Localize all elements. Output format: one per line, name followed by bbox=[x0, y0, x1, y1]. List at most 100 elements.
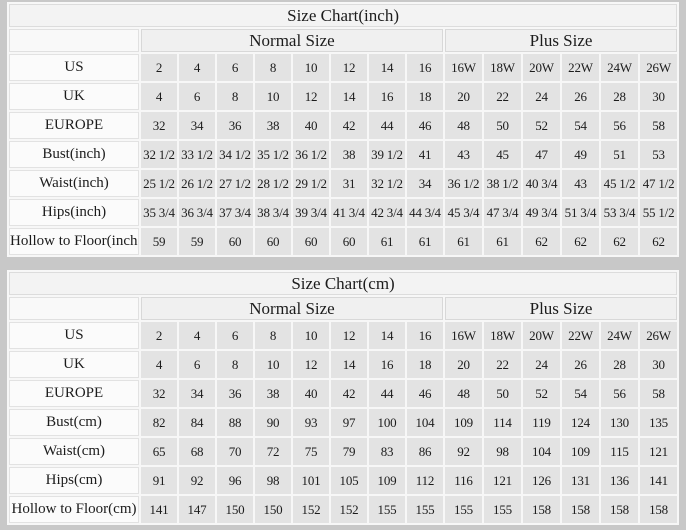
value-cell: 96 bbox=[217, 467, 253, 494]
table-title: Size Chart(cm) bbox=[9, 272, 678, 295]
value-cell: 155 bbox=[445, 496, 482, 523]
value-cell: 59 bbox=[179, 228, 215, 255]
value-cell: 155 bbox=[407, 496, 443, 523]
value-cell: 53 bbox=[640, 141, 678, 168]
row-label: EUROPE bbox=[9, 112, 139, 139]
value-cell: 100 bbox=[369, 409, 405, 436]
value-cell: 121 bbox=[640, 438, 678, 465]
value-cell: 60 bbox=[331, 228, 367, 255]
value-cell: 121 bbox=[484, 467, 521, 494]
table-row: Bust(cm) 82 84 88 90 93 97 100 104 109 114 119 124 13… bbox=[9, 409, 678, 436]
table-row: Bust(inch) 32 1/2 33 1/2 34 1/2 35 1/2 36 1/2… bbox=[9, 141, 678, 168]
value-cell: 150 bbox=[255, 496, 291, 523]
value-cell: 91 bbox=[141, 467, 177, 494]
value-cell: 26W bbox=[640, 322, 678, 349]
value-cell: 10 bbox=[293, 54, 329, 81]
corner-cell bbox=[9, 297, 139, 320]
row-label: EUROPE bbox=[9, 380, 139, 407]
value-cell: 101 bbox=[293, 467, 329, 494]
value-cell: 51 3/4 bbox=[562, 199, 599, 226]
group-header-normal-size: Normal Size bbox=[141, 297, 443, 320]
value-cell: 37 3/4 bbox=[217, 199, 253, 226]
value-cell: 39 3/4 bbox=[293, 199, 329, 226]
table-row: Hips(cm) 91 92 96 98 101 105 109 112 116 121 126 131… bbox=[9, 467, 678, 494]
value-cell: 33 1/2 bbox=[179, 141, 215, 168]
value-cell: 10 bbox=[255, 351, 291, 378]
value-cell: 52 bbox=[523, 112, 560, 139]
value-cell: 82 bbox=[141, 409, 177, 436]
value-cell: 24W bbox=[601, 322, 638, 349]
value-cell: 59 bbox=[141, 228, 177, 255]
value-cell: 135 bbox=[640, 409, 678, 436]
title-row: Size Chart(cm) bbox=[9, 272, 678, 295]
value-cell: 47 1/2 bbox=[640, 170, 678, 197]
value-cell: 16 bbox=[407, 54, 443, 81]
value-cell: 61 bbox=[407, 228, 443, 255]
value-cell: 36 bbox=[217, 380, 253, 407]
value-cell: 20 bbox=[445, 83, 482, 110]
value-cell: 61 bbox=[445, 228, 482, 255]
value-cell: 26 1/2 bbox=[179, 170, 215, 197]
value-cell: 42 3/4 bbox=[369, 199, 405, 226]
value-cell: 158 bbox=[562, 496, 599, 523]
row-label: US bbox=[9, 54, 139, 81]
value-cell: 8 bbox=[217, 351, 253, 378]
value-cell: 47 bbox=[523, 141, 560, 168]
value-cell: 22W bbox=[562, 322, 599, 349]
value-cell: 35 3/4 bbox=[141, 199, 177, 226]
value-cell: 42 bbox=[331, 112, 367, 139]
value-cell: 4 bbox=[179, 322, 215, 349]
value-cell: 14 bbox=[331, 83, 367, 110]
group-header-plus-size: Plus Size bbox=[445, 29, 678, 52]
value-cell: 36 3/4 bbox=[179, 199, 215, 226]
value-cell: 12 bbox=[293, 83, 329, 110]
value-cell: 44 bbox=[369, 112, 405, 139]
value-cell: 141 bbox=[640, 467, 678, 494]
value-cell: 49 3/4 bbox=[523, 199, 560, 226]
value-cell: 41 bbox=[407, 141, 443, 168]
value-cell: 35 1/2 bbox=[255, 141, 291, 168]
value-cell: 32 bbox=[141, 112, 177, 139]
row-label: Hollow to Floor(inch) bbox=[9, 228, 139, 255]
value-cell: 84 bbox=[179, 409, 215, 436]
value-cell: 58 bbox=[640, 112, 678, 139]
value-cell: 60 bbox=[255, 228, 291, 255]
value-cell: 18 bbox=[407, 83, 443, 110]
value-cell: 16W bbox=[445, 322, 482, 349]
value-cell: 49 bbox=[562, 141, 599, 168]
value-cell: 40 bbox=[293, 380, 329, 407]
value-cell: 24W bbox=[601, 54, 638, 81]
value-cell: 152 bbox=[293, 496, 329, 523]
value-cell: 10 bbox=[293, 322, 329, 349]
value-cell: 40 bbox=[293, 112, 329, 139]
row-label: Waist(cm) bbox=[9, 438, 139, 465]
value-cell: 30 bbox=[640, 351, 678, 378]
value-cell: 104 bbox=[523, 438, 560, 465]
value-cell: 38 bbox=[255, 380, 291, 407]
value-cell: 44 bbox=[369, 380, 405, 407]
value-cell: 46 bbox=[407, 112, 443, 139]
value-cell: 14 bbox=[331, 351, 367, 378]
value-cell: 50 bbox=[484, 112, 521, 139]
value-cell: 152 bbox=[331, 496, 367, 523]
value-cell: 61 bbox=[484, 228, 521, 255]
row-label: Waist(inch) bbox=[9, 170, 139, 197]
value-cell: 36 bbox=[217, 112, 253, 139]
value-cell: 8 bbox=[255, 54, 291, 81]
value-cell: 158 bbox=[523, 496, 560, 523]
value-cell: 14 bbox=[369, 322, 405, 349]
value-cell: 26W bbox=[640, 54, 678, 81]
row-label: UK bbox=[9, 83, 139, 110]
row-label: Bust(cm) bbox=[9, 409, 139, 436]
value-cell: 41 3/4 bbox=[331, 199, 367, 226]
value-cell: 39 1/2 bbox=[369, 141, 405, 168]
value-cell: 43 bbox=[445, 141, 482, 168]
value-cell: 34 1/2 bbox=[217, 141, 253, 168]
value-cell: 72 bbox=[255, 438, 291, 465]
value-cell: 48 bbox=[445, 112, 482, 139]
value-cell: 26 bbox=[562, 351, 599, 378]
value-cell: 105 bbox=[331, 467, 367, 494]
row-label: Hips(cm) bbox=[9, 467, 139, 494]
table-row: EUROPE 32 34 36 38 40 42 44 46 48 50 52 54 56 58 bbox=[9, 112, 678, 139]
value-cell: 130 bbox=[601, 409, 638, 436]
